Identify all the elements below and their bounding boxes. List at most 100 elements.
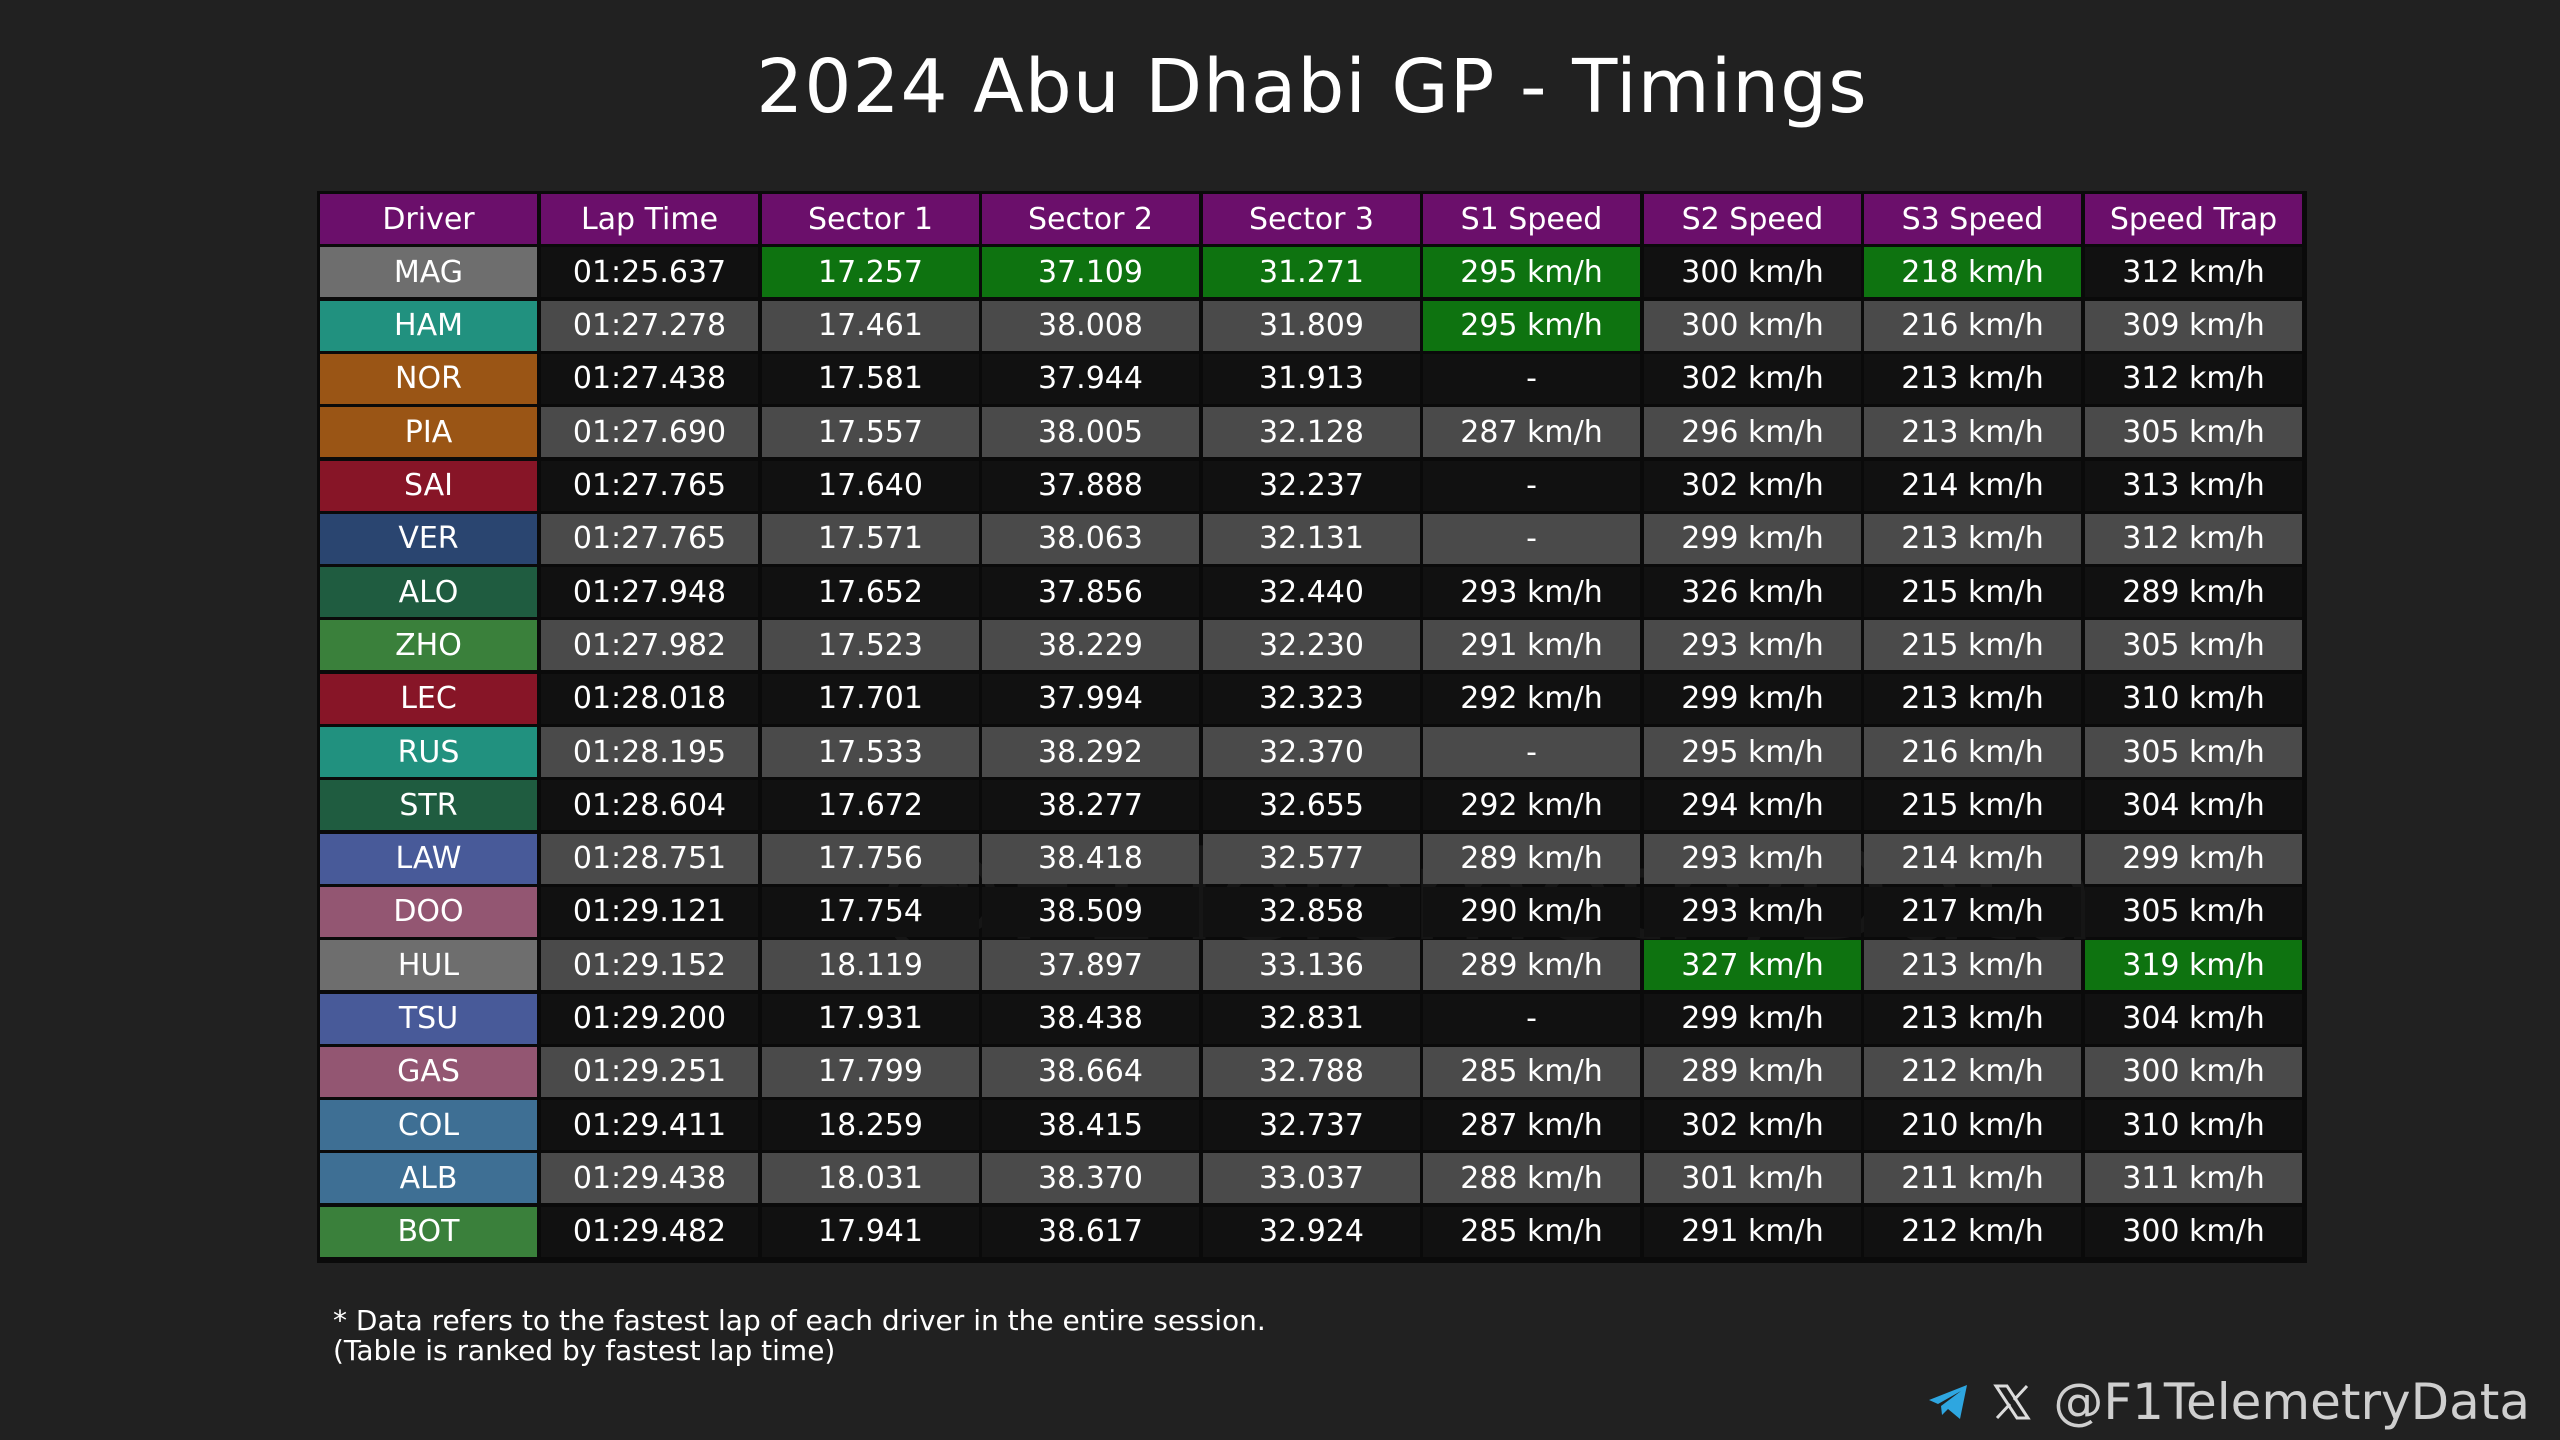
table-cell: 300 km/h: [2085, 1046, 2302, 1097]
footnote: * Data refers to the fastest lap of each…: [333, 1306, 1266, 1366]
table-cell: 38.617: [982, 1206, 1199, 1257]
table-cell: 213 km/h: [1864, 407, 2081, 458]
driver-cell: TSU: [320, 993, 537, 1044]
table-cell: 18.259: [762, 1100, 979, 1151]
table-cell: 37.888: [982, 460, 1199, 511]
table-cell: 285 km/h: [1423, 1046, 1640, 1097]
column-header: Sector 2: [982, 194, 1199, 244]
table-cell: 32.924: [1203, 1206, 1420, 1257]
table-cell: 33.136: [1203, 940, 1420, 991]
table-cell: 214 km/h: [1864, 460, 2081, 511]
table-cell: 32.323: [1203, 673, 1420, 724]
table-cell: 17.533: [762, 727, 979, 777]
table-cell: 32.440: [1203, 567, 1420, 618]
table-cell: 319 km/h: [2085, 940, 2302, 991]
table-cell: 01:29.482: [541, 1206, 758, 1257]
table-cell: 18.031: [762, 1153, 979, 1204]
table-cell: 31.913: [1203, 353, 1420, 404]
table-cell: 01:27.690: [541, 407, 758, 458]
table-cell: 01:29.200: [541, 993, 758, 1044]
table-cell: 38.229: [982, 620, 1199, 671]
table-cell: 01:28.604: [541, 780, 758, 831]
driver-cell: NOR: [320, 353, 537, 404]
table-cell: 33.037: [1203, 1153, 1420, 1204]
table-cell: 17.701: [762, 673, 979, 724]
table-cell: 289 km/h: [1423, 833, 1640, 884]
table-cell: 214 km/h: [1864, 833, 2081, 884]
table-cell: 210 km/h: [1864, 1100, 2081, 1151]
table-cell: 300 km/h: [1644, 300, 1861, 351]
table-row: PIA 01:27.690 17.557 38.005 32.128 287 km/h 29…: [317, 404, 2307, 458]
table-row: STR 01:28.604 17.672 38.277 32.655 292 km/h 29…: [317, 777, 2307, 831]
table-cell: 327 km/h: [1644, 940, 1861, 991]
table-cell: 304 km/h: [2085, 993, 2302, 1044]
table-cell: 294 km/h: [1644, 780, 1861, 831]
table-cell: 38.509: [982, 886, 1199, 937]
table-cell: 17.931: [762, 993, 979, 1044]
table-cell: 01:27.438: [541, 353, 758, 404]
table-cell: 285 km/h: [1423, 1206, 1640, 1257]
driver-cell: RUS: [320, 727, 537, 777]
table-cell: 215 km/h: [1864, 620, 2081, 671]
table-cell: 213 km/h: [1864, 353, 2081, 404]
table-cell: 211 km/h: [1864, 1153, 2081, 1204]
table-cell: 38.277: [982, 780, 1199, 831]
table-cell: 17.257: [762, 247, 979, 298]
driver-cell: ALO: [320, 567, 537, 618]
table-cell: 288 km/h: [1423, 1153, 1640, 1204]
driver-cell: LAW: [320, 833, 537, 884]
table-cell: 289 km/h: [1644, 1046, 1861, 1097]
table-cell: 32.788: [1203, 1046, 1420, 1097]
table-cell: 310 km/h: [2085, 1100, 2302, 1151]
table-cell: 216 km/h: [1864, 727, 2081, 777]
column-header: Driver: [320, 194, 537, 244]
driver-cell: ALB: [320, 1153, 537, 1204]
table-row: LAW 01:28.751 17.756 38.418 32.577 289 km/h 29…: [317, 831, 2307, 884]
table-cell: 38.005: [982, 407, 1199, 458]
column-header: S1 Speed: [1423, 194, 1640, 244]
driver-cell: HAM: [320, 300, 537, 351]
table-cell: 17.756: [762, 833, 979, 884]
driver-cell: VER: [320, 513, 537, 564]
driver-cell: HUL: [320, 940, 537, 991]
table-row: COL 01:29.411 18.259 38.415 32.737 287 km/h 30…: [317, 1097, 2307, 1151]
table-cell: 215 km/h: [1864, 780, 2081, 831]
table-cell: 291 km/h: [1644, 1206, 1861, 1257]
table-cell: 17.523: [762, 620, 979, 671]
table-cell: 299 km/h: [1644, 513, 1861, 564]
column-header: Sector 1: [762, 194, 979, 244]
table-cell: 37.944: [982, 353, 1199, 404]
table-cell: 32.737: [1203, 1100, 1420, 1151]
table-cell: 213 km/h: [1864, 513, 2081, 564]
table-cell: 216 km/h: [1864, 300, 2081, 351]
table-cell: 32.131: [1203, 513, 1420, 564]
driver-cell: LEC: [320, 673, 537, 724]
table-cell: 305 km/h: [2085, 727, 2302, 777]
table-cell: 212 km/h: [1864, 1046, 2081, 1097]
table-cell: -: [1423, 513, 1640, 564]
table-cell: 293 km/h: [1644, 620, 1861, 671]
table-row: HAM 01:27.278 17.461 38.008 31.809 295 km/h 30…: [317, 298, 2307, 351]
table-cell: 17.557: [762, 407, 979, 458]
driver-cell: ZHO: [320, 620, 537, 671]
page-title: 2024 Abu Dhabi GP - Timings: [756, 44, 1868, 130]
driver-cell: BOT: [320, 1206, 537, 1257]
table-cell: 32.577: [1203, 833, 1420, 884]
table-cell: 302 km/h: [1644, 353, 1861, 404]
table-cell: 32.858: [1203, 886, 1420, 937]
table-cell: 218 km/h: [1864, 247, 2081, 298]
table-cell: 290 km/h: [1423, 886, 1640, 937]
table-cell: 291 km/h: [1423, 620, 1640, 671]
footnote-line-2: (Table is ranked by fastest lap time): [333, 1334, 836, 1367]
table-cell: 18.119: [762, 940, 979, 991]
table-row: BOT 01:29.482 17.941 38.617 32.924 285 km/h 29…: [317, 1204, 2307, 1257]
table-cell: 296 km/h: [1644, 407, 1861, 458]
table-cell: 299 km/h: [1644, 673, 1861, 724]
table-cell: -: [1423, 993, 1640, 1044]
column-header: Sector 3: [1203, 194, 1420, 244]
table-cell: 312 km/h: [2085, 353, 2302, 404]
table-cell: 213 km/h: [1864, 673, 2081, 724]
table-row: ALB 01:29.438 18.031 38.370 33.037 288 km/h 30…: [317, 1150, 2307, 1204]
table-cell: 292 km/h: [1423, 780, 1640, 831]
table-cell: 01:27.765: [541, 513, 758, 564]
